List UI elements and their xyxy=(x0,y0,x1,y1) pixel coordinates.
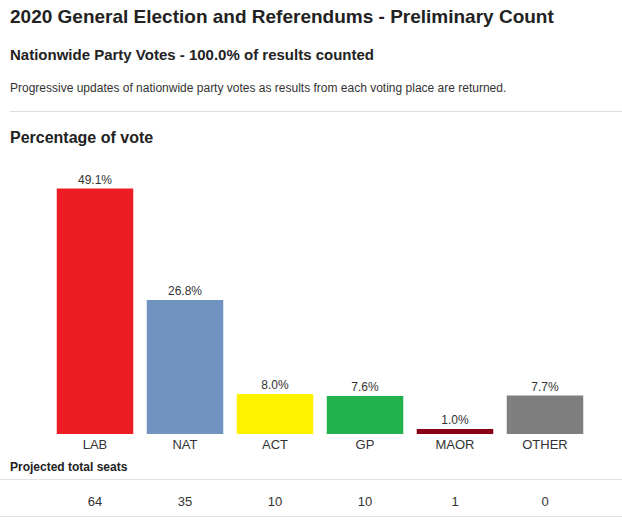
html-text:Projected total seats: Projected total seats xyxy=(10,460,128,474)
svg-text:49.1%: 49.1% xyxy=(78,173,112,187)
svg-text:LAB: LAB xyxy=(83,437,108,452)
html-text:10: 10 xyxy=(267,494,283,509)
html-text:1: 1 xyxy=(451,494,459,509)
html-text:2020 General Election and Refe: 2020 General Election and Referendums - … xyxy=(10,6,554,27)
svg-text:MAOR: MAOR xyxy=(436,437,475,452)
html-text:35: 35 xyxy=(177,494,193,509)
html-text:10: 10 xyxy=(357,494,373,509)
svg-text:26.8%: 26.8% xyxy=(168,284,202,298)
svg-text:GP: GP xyxy=(356,437,375,452)
svg-text:ACT: ACT xyxy=(262,437,288,452)
html-text:Nationwide Party Votes - 100.0: Nationwide Party Votes - 100.0% of resul… xyxy=(10,46,374,63)
svg-text:OTHER: OTHER xyxy=(522,437,568,452)
html-text:0: 0 xyxy=(541,494,549,509)
html-text:Progressive updates of nationw: Progressive updates of nationwide party … xyxy=(10,81,507,95)
html-text:64: 64 xyxy=(87,494,103,509)
svg-text:7.6%: 7.6% xyxy=(351,380,379,394)
svg-text:NAT: NAT xyxy=(172,437,197,452)
svg-text:1.0%: 1.0% xyxy=(441,413,469,427)
html-text:Percentage of vote: Percentage of vote xyxy=(10,129,154,146)
svg-text:8.0%: 8.0% xyxy=(261,378,289,392)
svg-text:7.7%: 7.7% xyxy=(531,380,559,394)
